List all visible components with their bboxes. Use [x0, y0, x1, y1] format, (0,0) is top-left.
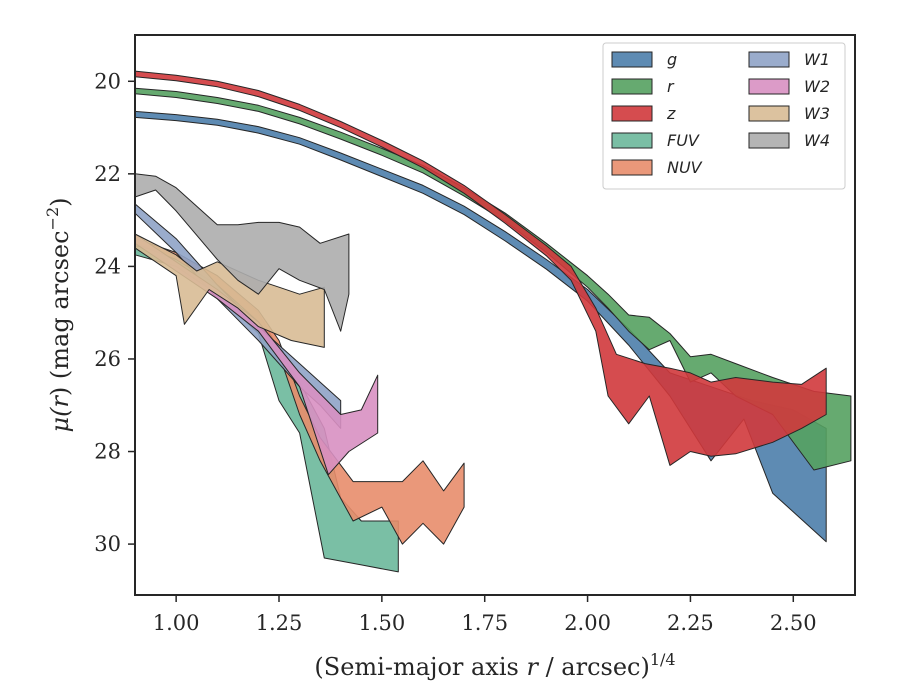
y-axis-ticks: 20 22 24 26 28 30 [94, 69, 135, 556]
legend-label-fuv: FUV [667, 131, 700, 150]
x-tick-label: 1.25 [256, 611, 303, 635]
legend-swatch-w1 [748, 51, 790, 68]
legend-label-nuv: NUV [667, 158, 703, 177]
legend-label-w3: W3 [804, 104, 830, 123]
y-tick-label: 22 [94, 162, 121, 186]
legend-swatch-g [611, 51, 653, 68]
legend: grz FUV NUV W1 W2 W3 W4 [602, 42, 846, 190]
x-axis-title: (Semi-major axis r / arcsec)1/4 [314, 650, 675, 681]
y-tick-label: 24 [94, 254, 121, 278]
legend-label-r: r [667, 77, 675, 96]
legend-label-g: g [667, 50, 677, 69]
y-tick-label: 30 [94, 532, 121, 556]
legend-swatch-w4 [748, 132, 790, 149]
y-tick-label: 20 [94, 69, 121, 93]
band-g [134, 110, 827, 543]
x-tick-label: 1.00 [153, 611, 200, 635]
chart-bands [134, 70, 852, 573]
legend-swatch-w3 [748, 105, 790, 122]
x-tick-label: 2.25 [667, 611, 714, 635]
band-w3 [134, 233, 325, 348]
legend-label-w2: W2 [804, 77, 830, 96]
y-axis-title: μ(r) (mag arcsec−2) [43, 197, 74, 432]
plot-frame [134, 34, 856, 596]
x-tick-label: 2.00 [564, 611, 611, 635]
band-z [134, 70, 827, 466]
legend-swatch-nuv [611, 159, 653, 176]
legend-swatch-fuv [611, 132, 653, 149]
x-tick-label: 1.50 [358, 611, 405, 635]
legend-swatch-w2 [748, 78, 790, 95]
legend-label-z: z [666, 104, 676, 123]
legend-label-w1: W1 [804, 50, 830, 69]
y-tick-label: 26 [94, 347, 121, 371]
band-w4 [134, 173, 350, 332]
x-axis-ticks: 1.00 1.25 1.50 1.75 2.00 2.25 2.50 [153, 595, 817, 635]
legend-swatch-r [611, 78, 653, 95]
legend-swatch-z [611, 105, 653, 122]
legend-label-w4: W4 [804, 131, 830, 150]
x-tick-label: 2.50 [770, 611, 817, 635]
x-tick-label: 1.75 [461, 611, 508, 635]
y-tick-label: 28 [94, 440, 121, 464]
